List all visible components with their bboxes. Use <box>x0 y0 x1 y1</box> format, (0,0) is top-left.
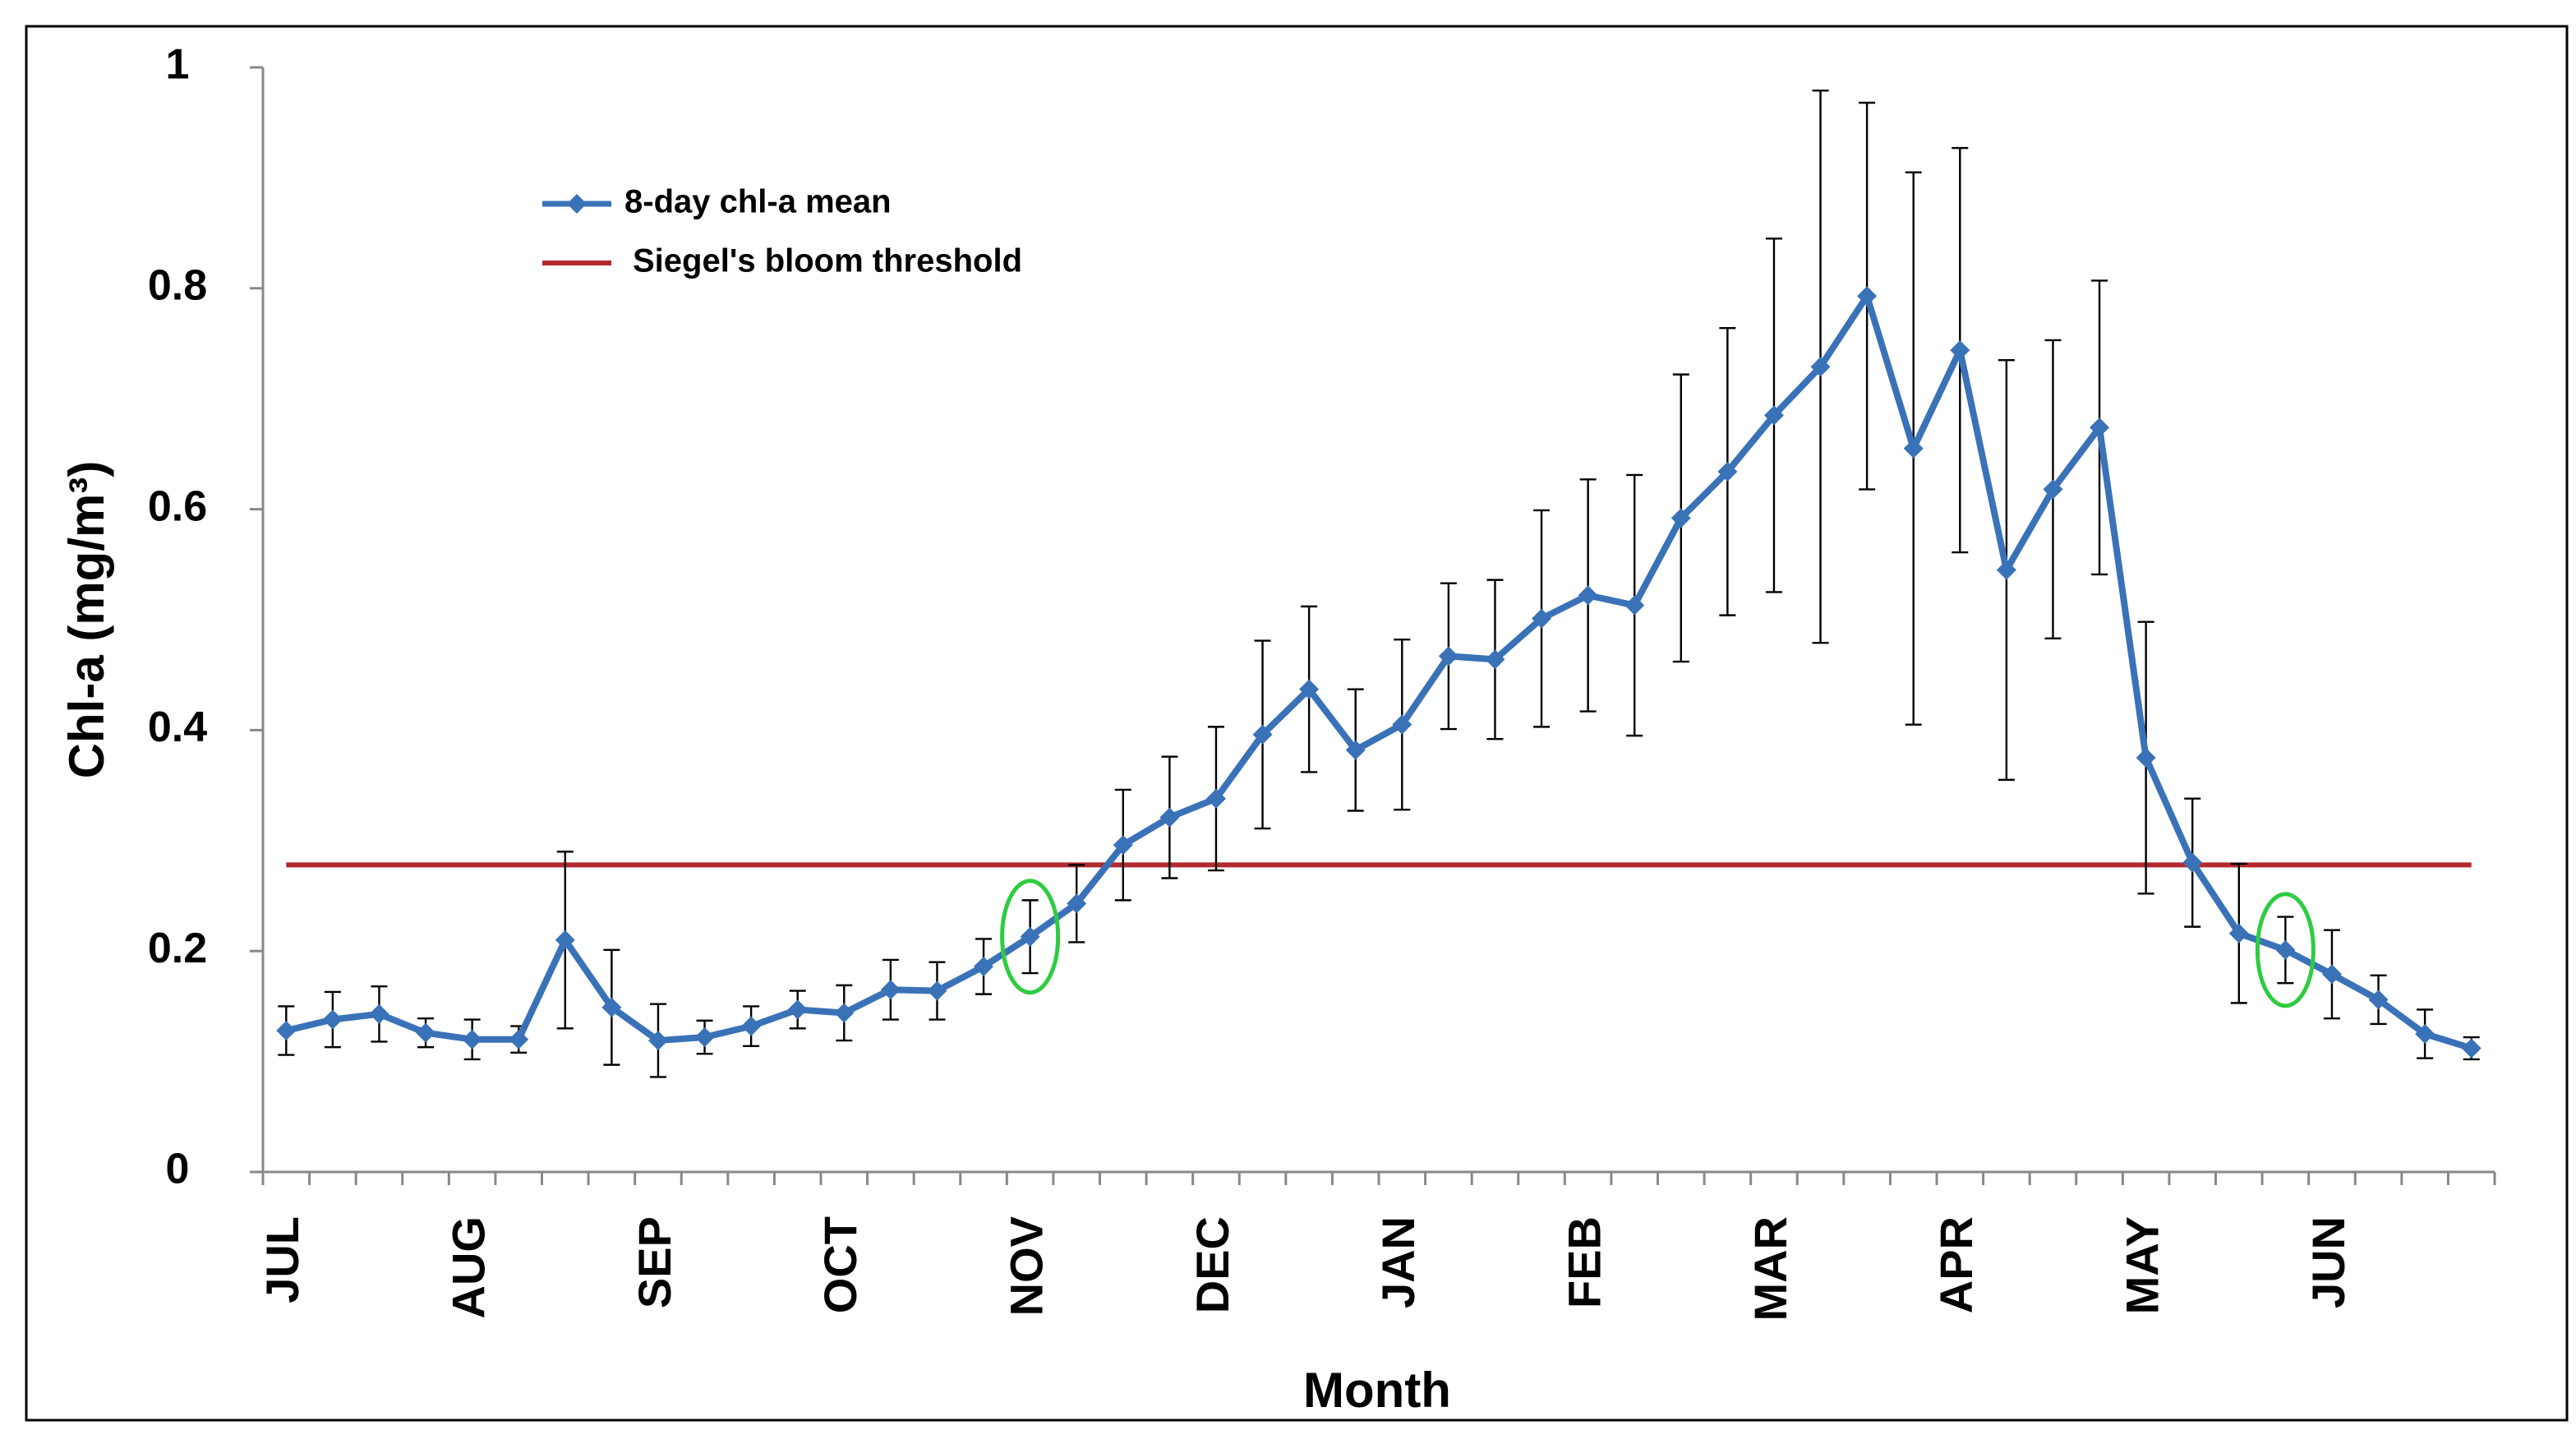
point-marker <box>1067 893 1087 914</box>
point-marker <box>1717 461 1738 482</box>
point-marker <box>1578 585 1598 606</box>
y-tick-label: 0.2 <box>148 925 207 972</box>
point-marker <box>1532 608 1552 629</box>
x-tick-label: MAY <box>2116 1216 2168 1314</box>
point-marker <box>2136 748 2156 768</box>
x-tick-label: JUL <box>256 1216 308 1303</box>
point-marker <box>927 980 947 1001</box>
point-marker <box>2043 479 2063 500</box>
point-marker <box>2090 418 2110 438</box>
highlight-ellipse <box>1000 879 1061 995</box>
y-tick-label: 0 <box>166 1146 190 1193</box>
point-marker <box>1857 286 1878 307</box>
frame <box>25 25 2569 1422</box>
y-tick-label: 0.6 <box>148 482 207 530</box>
point-marker <box>647 1031 668 1051</box>
x-tick-label: JUN <box>2302 1216 2354 1308</box>
point-marker <box>834 1003 855 1023</box>
point-marker <box>1996 560 2016 580</box>
x-axis-label: Month <box>1303 1363 1451 1418</box>
point-marker <box>1392 714 1412 735</box>
point-marker <box>2321 964 2342 985</box>
point-marker <box>509 1029 529 1050</box>
highlight-ellipse <box>2255 892 2316 1008</box>
x-tick-label: FEB <box>1558 1216 1610 1308</box>
point-marker <box>2275 939 2296 960</box>
point-marker <box>2228 923 2249 943</box>
point-marker <box>1950 340 1970 361</box>
point-marker <box>1670 508 1691 528</box>
y-tick-label: 0.8 <box>148 262 207 310</box>
point-marker <box>1159 807 1180 828</box>
x-tick-label: JAN <box>1372 1216 1424 1308</box>
point-marker <box>1299 679 1320 699</box>
point-marker <box>369 1003 389 1024</box>
legend-label: Siegel's bloom threshold <box>633 243 1022 279</box>
point-marker <box>1763 405 1784 426</box>
point-marker <box>416 1022 436 1043</box>
point-marker <box>2461 1038 2482 1059</box>
legend-label: 8-day chl-a mean <box>624 184 892 220</box>
point-marker <box>1438 646 1459 667</box>
point-marker <box>555 930 575 950</box>
y-axis-label: Chl-a (mg/m³) <box>59 461 114 779</box>
point-marker <box>1113 835 1133 856</box>
point-marker <box>1485 649 1505 670</box>
y-tick-label: 0.4 <box>148 704 207 751</box>
legend-marker <box>567 194 587 214</box>
point-marker <box>1345 740 1366 760</box>
point-marker <box>462 1029 482 1050</box>
point-marker <box>787 999 808 1020</box>
x-tick-label: AUG <box>442 1216 494 1318</box>
point-marker <box>1252 724 1273 745</box>
point-marker <box>1903 438 1924 459</box>
point-marker <box>1624 595 1645 616</box>
point-marker <box>741 1016 762 1036</box>
point-marker <box>601 997 622 1017</box>
x-tick-label: APR <box>1930 1216 1982 1313</box>
point-marker <box>2415 1024 2435 1044</box>
point-marker <box>276 1020 297 1040</box>
point-marker <box>974 957 994 977</box>
point-marker <box>2182 852 2203 873</box>
x-tick-label: NOV <box>1000 1216 1052 1316</box>
point-marker <box>322 1009 343 1030</box>
y-tick-label: 1 <box>166 41 190 89</box>
point-marker <box>1020 926 1040 947</box>
x-tick-label: SEP <box>629 1216 680 1308</box>
x-tick-label: OCT <box>814 1216 866 1313</box>
point-marker <box>1810 357 1831 377</box>
x-tick-label: MAR <box>1744 1216 1796 1322</box>
series-line <box>285 293 2472 1052</box>
point-marker <box>880 980 901 1000</box>
x-tick-label: DEC <box>1187 1216 1238 1313</box>
point-marker <box>2368 990 2389 1010</box>
point-marker <box>694 1027 715 1048</box>
point-marker <box>1205 788 1226 809</box>
